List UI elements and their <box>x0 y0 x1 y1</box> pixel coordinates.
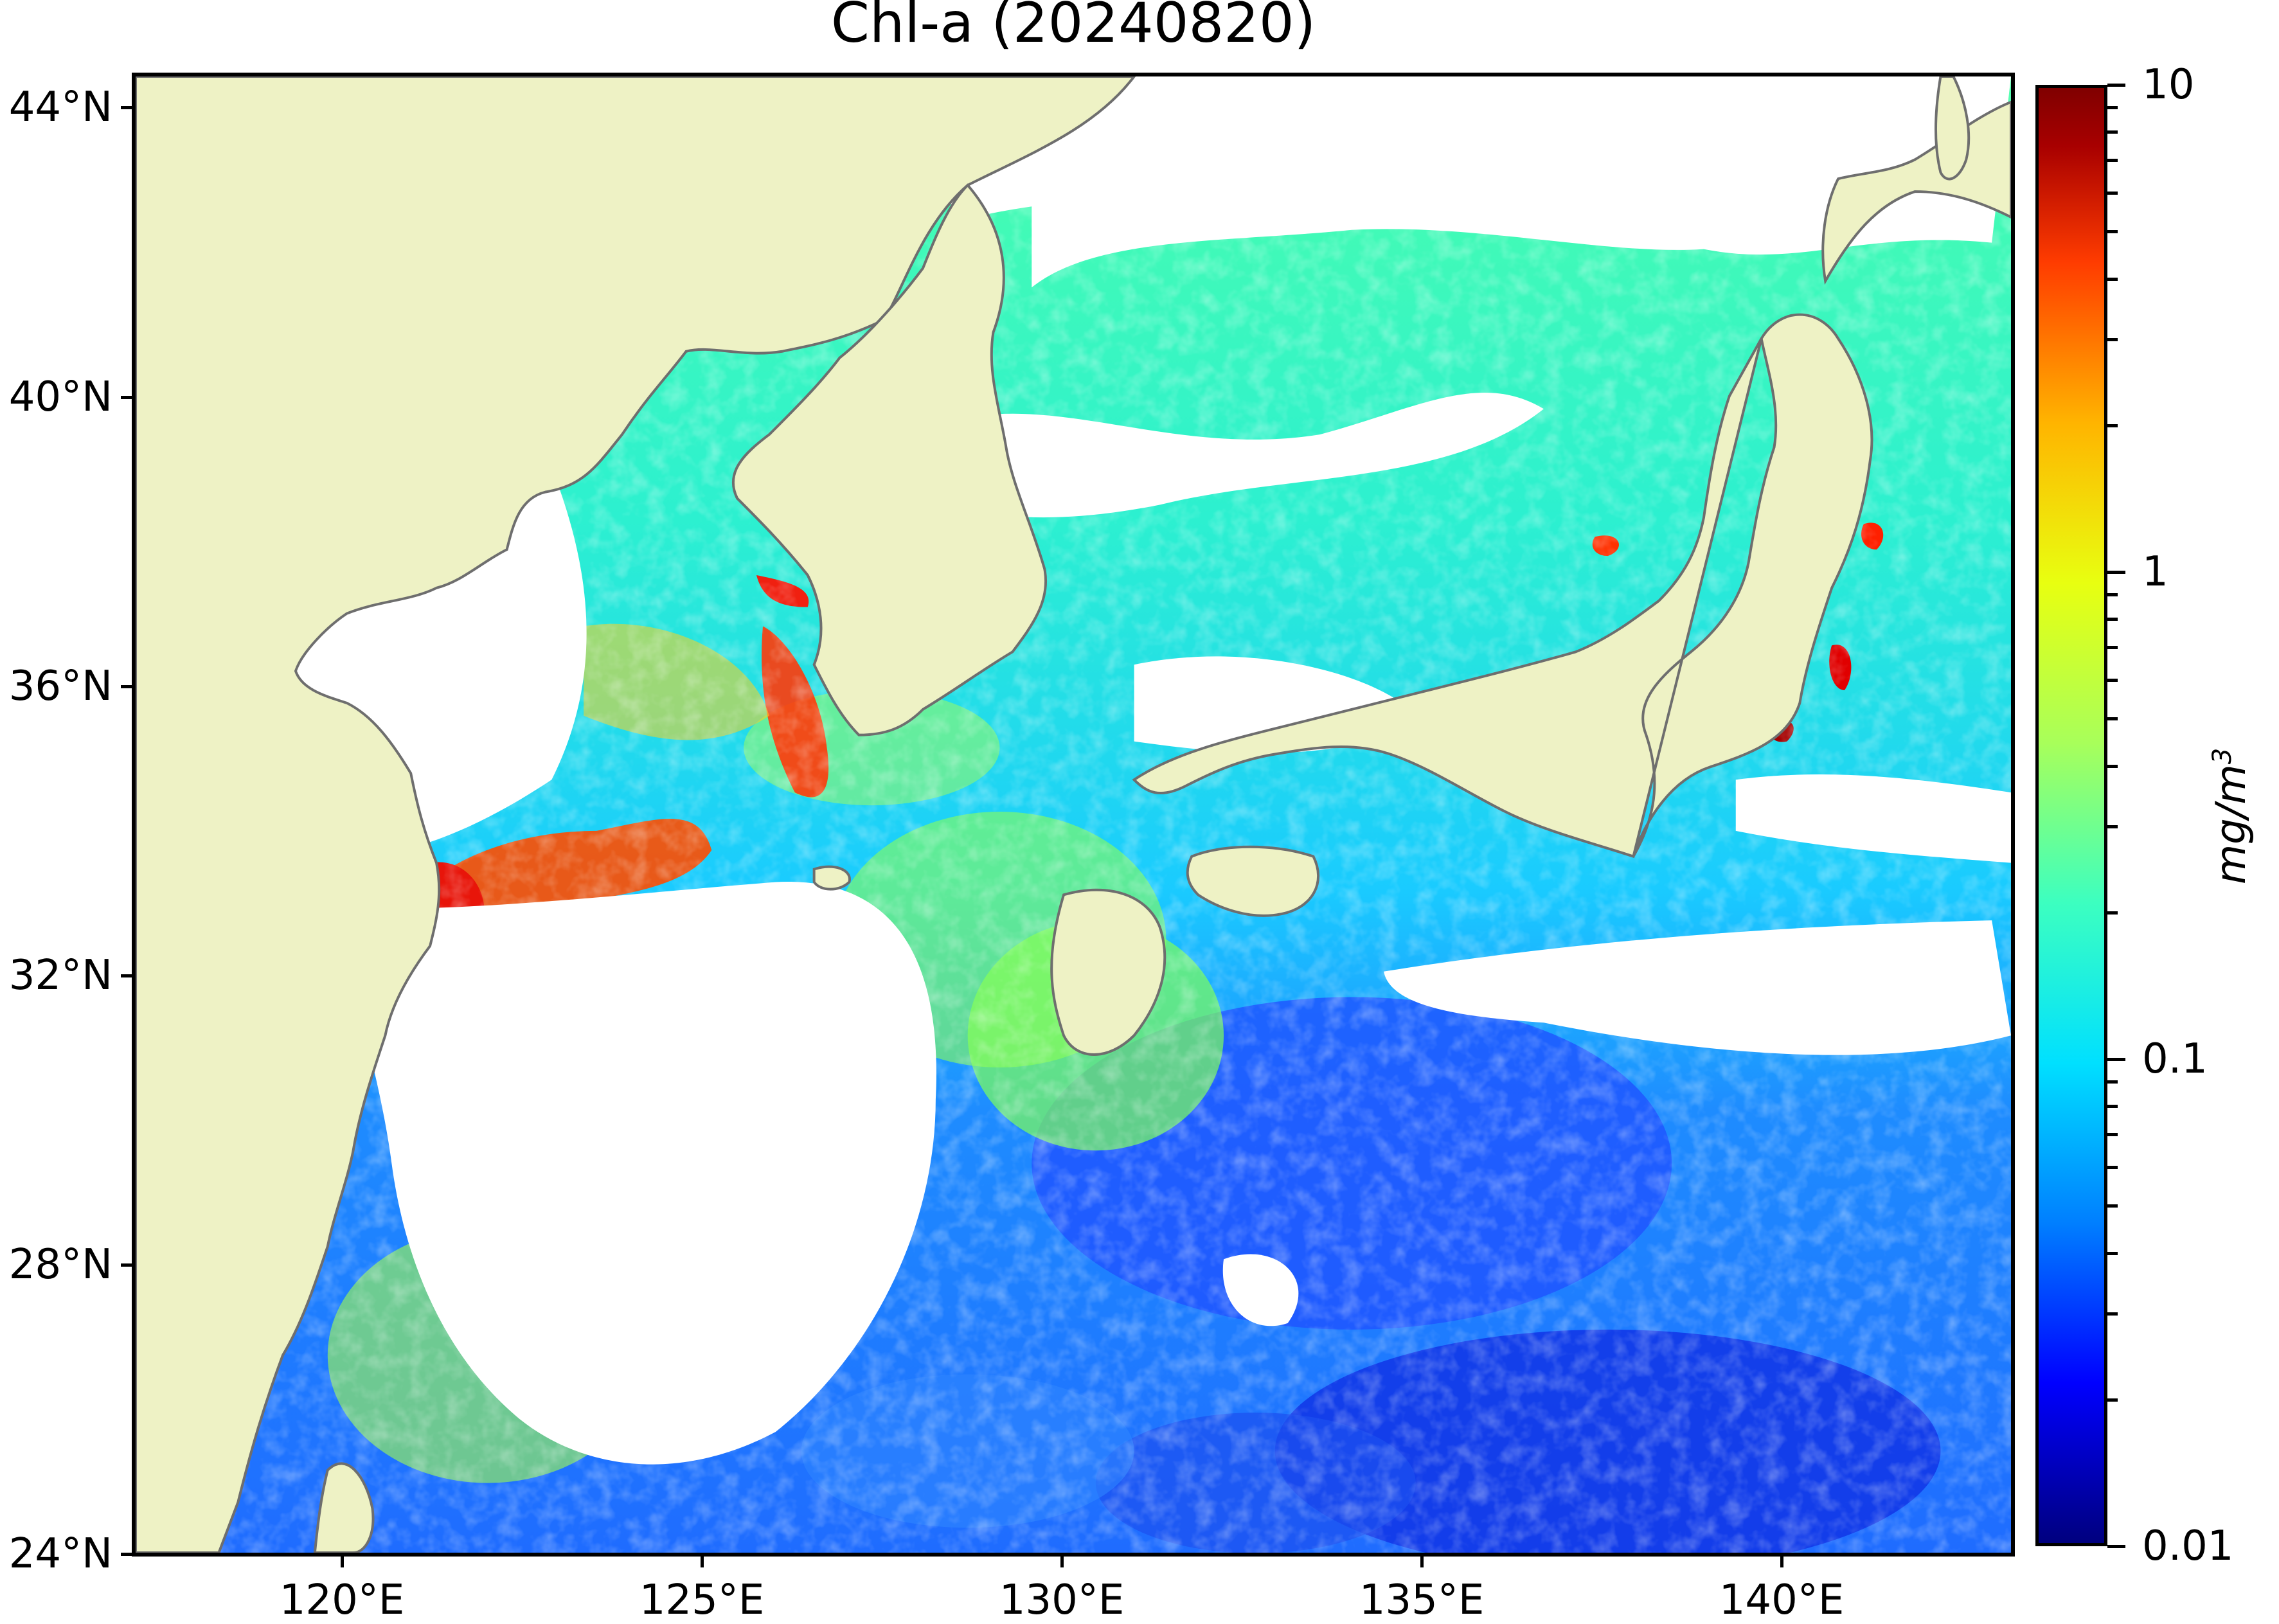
lat-label-40: 40°N <box>8 373 112 421</box>
lat-label-44: 44°N <box>8 84 112 131</box>
map-panel <box>132 73 2015 1557</box>
colorbar-minor-tick <box>2107 679 2118 683</box>
colorbar-major-tick <box>2107 84 2125 87</box>
lat-tick-28 <box>121 1263 132 1267</box>
lon-label-120: 120°E <box>279 1576 405 1624</box>
colorbar-minor-tick <box>2107 424 2118 427</box>
lon-label-130: 130°E <box>999 1576 1125 1624</box>
colorbar-minor-tick <box>2107 338 2118 342</box>
colorbar-minor-tick <box>2107 1398 2118 1402</box>
lon-tick-120 <box>341 1557 344 1567</box>
lon-tick-130 <box>1060 1557 1064 1567</box>
colorbar-minor-tick <box>2107 130 2118 134</box>
colorbar-label-10: 10 <box>2142 61 2195 109</box>
colorbar-minor-tick <box>2107 1251 2118 1255</box>
colorbar-major-tick <box>2107 1545 2125 1548</box>
colorbar-minor-tick <box>2107 1133 2118 1137</box>
colorbar-minor-tick <box>2107 1105 2118 1109</box>
land-masses <box>136 76 2011 1553</box>
colorbar-minor-tick <box>2107 105 2118 109</box>
lon-label-125: 125°E <box>639 1576 765 1624</box>
colorbar-minor-tick <box>2107 1080 2118 1084</box>
figure-title: Chl-a (20240820) <box>830 0 1316 55</box>
lat-label-32: 32°N <box>8 952 112 999</box>
map-svg <box>136 76 2011 1553</box>
shikoku <box>1186 845 1320 917</box>
lat-tick-32 <box>121 974 132 977</box>
colorbar-minor-tick <box>2107 230 2118 234</box>
colorbar-minor-tick <box>2107 911 2118 915</box>
colorbar-minor-tick <box>2107 1204 2118 1208</box>
jeju-island <box>812 865 851 891</box>
colorbar <box>2035 85 2107 1546</box>
colorbar-unit-label: mg/m3 <box>2207 747 2256 885</box>
china-mainland <box>136 76 1136 1553</box>
colorbar-minor-tick <box>2107 825 2118 829</box>
lat-tick-36 <box>121 685 132 688</box>
lat-label-28: 28°N <box>8 1241 112 1289</box>
lon-tick-135 <box>1420 1557 1424 1567</box>
lon-label-135: 135°E <box>1359 1576 1485 1624</box>
colorbar-minor-tick <box>2107 1166 2118 1170</box>
sakhalin-coast <box>1935 76 1971 181</box>
colorbar-label-0.01: 0.01 <box>2142 1522 2234 1570</box>
lat-tick-24 <box>121 1553 132 1556</box>
colorbar-label-0.1: 0.1 <box>2142 1035 2208 1083</box>
colorbar-minor-tick <box>2107 764 2118 768</box>
kyushu <box>1050 888 1166 1056</box>
colorbar-minor-tick <box>2107 277 2118 281</box>
colorbar-minor-tick <box>2107 159 2118 163</box>
colorbar-label-1: 1 <box>2142 548 2168 596</box>
colorbar-major-tick <box>2107 1058 2125 1061</box>
lon-tick-125 <box>701 1557 704 1567</box>
lat-label-24: 24°N <box>8 1530 112 1578</box>
colorbar-minor-tick <box>2107 646 2118 650</box>
colorbar-minor-tick <box>2107 1312 2118 1316</box>
colorbar-minor-tick <box>2107 593 2118 596</box>
lon-tick-140 <box>1780 1557 1783 1567</box>
colorbar-minor-tick <box>2107 717 2118 721</box>
lon-label-140: 140°E <box>1719 1576 1845 1624</box>
colorbar-major-tick <box>2107 571 2125 574</box>
lat-tick-40 <box>121 396 132 399</box>
lat-tick-44 <box>121 106 132 109</box>
taiwan <box>313 1462 375 1553</box>
korea-peninsula <box>731 183 1048 736</box>
colorbar-minor-tick <box>2107 618 2118 621</box>
lat-label-36: 36°N <box>8 663 112 710</box>
honshu <box>1132 313 1873 859</box>
colorbar-minor-tick <box>2107 192 2118 195</box>
